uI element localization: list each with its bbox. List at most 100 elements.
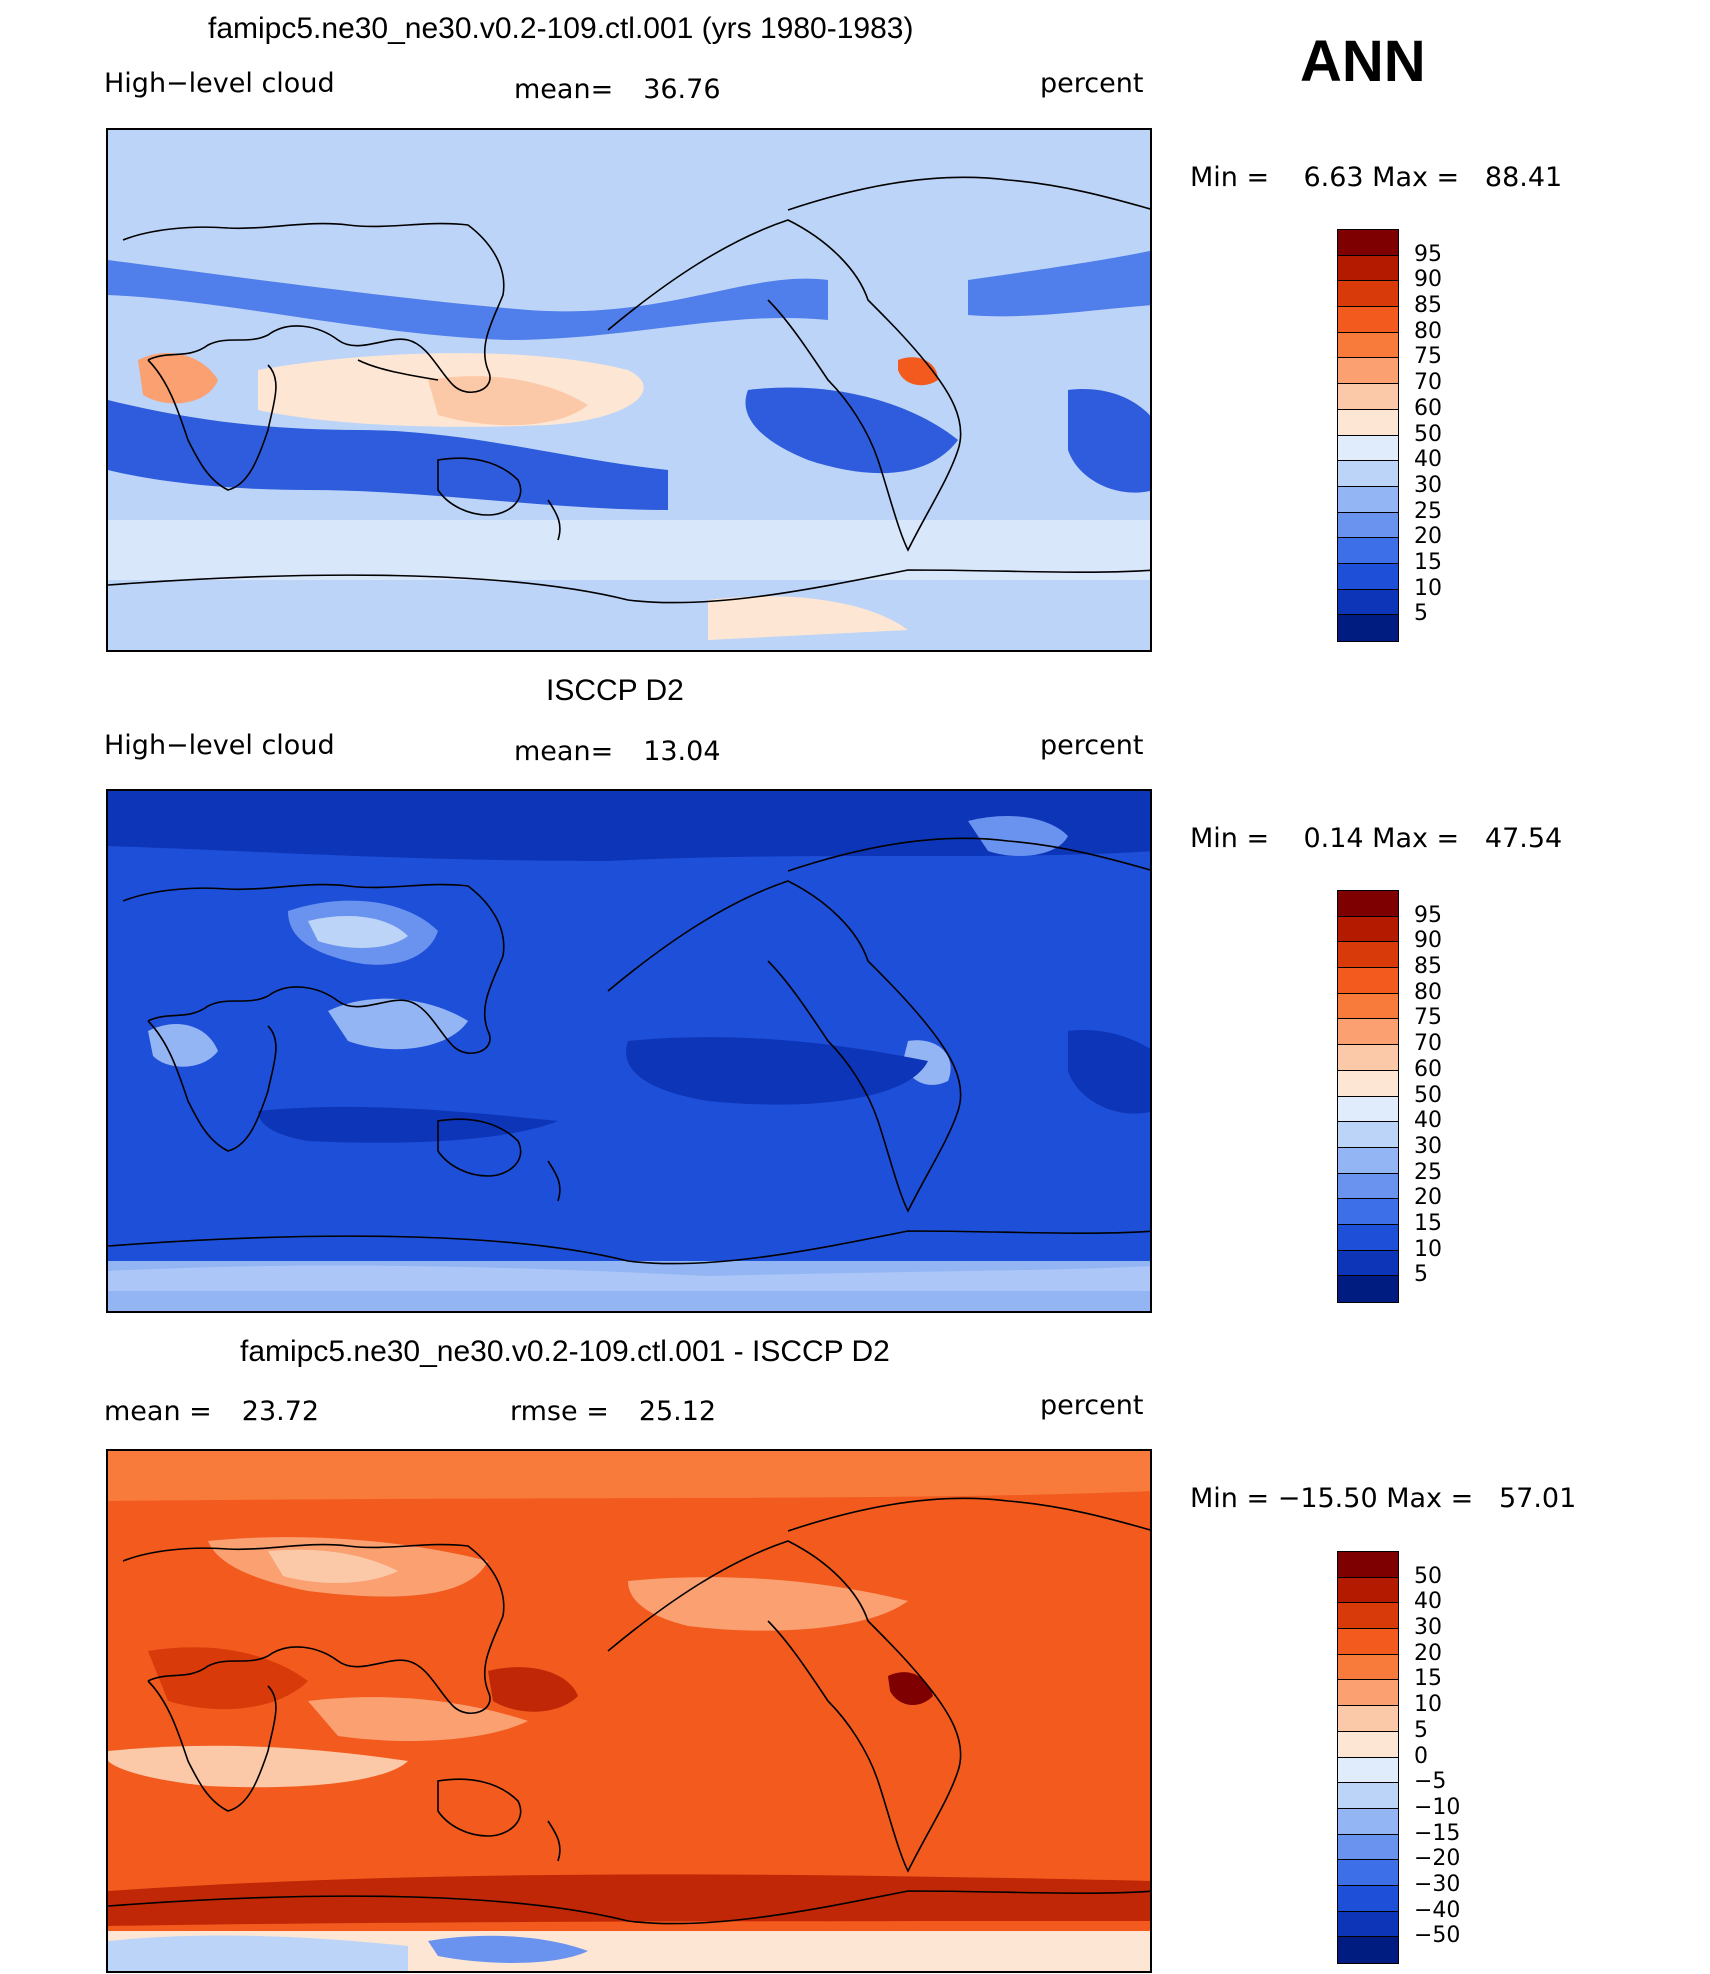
colorbar-segment <box>1338 1937 1398 1963</box>
colorbar-tick-label: 20 <box>1414 524 1442 550</box>
colorbar-segment <box>1338 332 1398 359</box>
colorbar-tick-label: 25 <box>1414 498 1442 524</box>
colorbar-tick-label: −40 <box>1414 1897 1461 1923</box>
colorbar-segment <box>1338 409 1398 436</box>
colorbar-tick-label: 60 <box>1414 395 1442 421</box>
colorbar-segment <box>1338 1629 1398 1655</box>
panel-3-rmse: rmse = 25.12 <box>510 1396 716 1427</box>
panel-2-map-svg <box>108 791 1150 1311</box>
colorbar-segment <box>1338 538 1398 564</box>
colorbar-tick-label: 15 <box>1414 1210 1442 1236</box>
panel-2-units: percent <box>1040 730 1144 761</box>
colorbar-segment <box>1338 1250 1398 1277</box>
colorbar-segment <box>1338 1096 1398 1123</box>
colorbar-tick-label: 40 <box>1414 447 1442 473</box>
colorbar-segment <box>1338 1070 1398 1097</box>
panel-1-minmax: Min = 6.63 Max = 88.41 <box>1190 162 1563 193</box>
panel-3-mean-value: 23.72 <box>241 1396 320 1427</box>
colorbar-tick-label: 85 <box>1414 293 1442 319</box>
colorbar-segment <box>1338 1173 1398 1200</box>
panel-3-colorbar <box>1337 1551 1399 1964</box>
panel-2-mean: mean= 13.04 <box>514 736 721 767</box>
colorbar-tick-label: −15 <box>1414 1820 1461 1846</box>
colorbar-segment <box>1338 1045 1398 1071</box>
colorbar-tick-label: −20 <box>1414 1846 1461 1872</box>
panel-3-rmse-label: rmse = <box>510 1396 609 1427</box>
colorbar-segment <box>1338 942 1398 969</box>
colorbar-segment <box>1338 968 1398 994</box>
colorbar-tick-label: 5 <box>1414 1262 1428 1288</box>
colorbar-tick-label: 10 <box>1414 1236 1442 1262</box>
panel-2-mean-label: mean= <box>514 736 614 767</box>
colorbar-tick-label: 75 <box>1414 1005 1442 1031</box>
colorbar-tick-label: 85 <box>1414 954 1442 980</box>
colorbar-segment <box>1338 1199 1398 1225</box>
colorbar-segment <box>1338 1731 1398 1758</box>
panel-3-mean-label: mean = <box>104 1396 212 1427</box>
colorbar-segment <box>1338 1603 1398 1630</box>
colorbar-segment <box>1338 461 1398 487</box>
colorbar-tick-label: 70 <box>1414 1031 1442 1057</box>
panel-2-minmax: Min = 0.14 Max = 47.54 <box>1190 823 1563 854</box>
colorbar-tick-label: 50 <box>1414 421 1442 447</box>
colorbar-tick-label: 90 <box>1414 928 1442 954</box>
panel-1-title: famipc5.ne30_ne30.v0.2-109.ctl.001 (yrs … <box>208 12 914 45</box>
colorbar-segment <box>1338 1019 1398 1046</box>
colorbar-segment <box>1338 1757 1398 1784</box>
colorbar-segment <box>1338 512 1398 539</box>
colorbar-tick-label: 25 <box>1414 1159 1442 1185</box>
colorbar-segment <box>1338 1860 1398 1886</box>
colorbar-segment <box>1338 1276 1398 1302</box>
colorbar-tick-label: 60 <box>1414 1056 1442 1082</box>
colorbar-tick-label: 50 <box>1414 1563 1442 1589</box>
colorbar-tick-label: 30 <box>1414 472 1442 498</box>
colorbar-tick-label: −5 <box>1414 1769 1447 1795</box>
colorbar-segment <box>1338 993 1398 1020</box>
colorbar-tick-label: 30 <box>1414 1615 1442 1641</box>
colorbar-tick-label: 50 <box>1414 1082 1442 1108</box>
panel-1-map <box>106 128 1152 652</box>
colorbar-segment <box>1338 486 1398 513</box>
panel-2-mean-value: 13.04 <box>643 736 721 767</box>
colorbar-tick-label: −10 <box>1414 1794 1461 1820</box>
colorbar-tick-label: 95 <box>1414 241 1442 267</box>
colorbar-segment <box>1338 230 1398 256</box>
colorbar-segment <box>1338 615 1398 641</box>
colorbar-tick-label: 5 <box>1414 601 1428 627</box>
panel-1-variable-label: High−level cloud <box>104 68 335 99</box>
colorbar-segment <box>1338 1808 1398 1835</box>
panel-1-colorbar <box>1337 229 1399 642</box>
colorbar-segment <box>1338 435 1398 462</box>
panel-3-minmax: Min = −15.50 Max = 57.01 <box>1190 1483 1577 1514</box>
colorbar-tick-label: 70 <box>1414 370 1442 396</box>
panel-3-units: percent <box>1040 1390 1144 1421</box>
colorbar-tick-label: 15 <box>1414 1666 1442 1692</box>
colorbar-segment <box>1338 255 1398 282</box>
colorbar-segment <box>1338 1706 1398 1732</box>
colorbar-segment <box>1338 1147 1398 1174</box>
colorbar-segment <box>1338 1834 1398 1861</box>
panel-2-map <box>106 789 1152 1313</box>
colorbar-tick-label: −50 <box>1414 1923 1461 1949</box>
panel-1-colorbar-ticks: 95 90 85 80 75 70 60 50 40 30 25 20 15 10 5 <box>1414 229 1494 640</box>
panel-3-rmse-value: 25.12 <box>638 1396 717 1427</box>
panel-2-title: ISCCP D2 <box>546 674 684 707</box>
colorbar-tick-label: 5 <box>1414 1717 1428 1743</box>
panel-1-mean: mean= 36.76 <box>514 74 721 105</box>
season-label: ANN <box>1300 29 1426 94</box>
colorbar-tick-label: 10 <box>1414 1692 1442 1718</box>
colorbar-segment <box>1338 1654 1398 1681</box>
panel-3-map <box>106 1449 1152 1973</box>
panel-3-title: famipc5.ne30_ne30.v0.2-109.ctl.001 - ISC… <box>240 1335 890 1368</box>
colorbar-segment <box>1338 1224 1398 1251</box>
colorbar-segment <box>1338 891 1398 917</box>
colorbar-tick-label: 90 <box>1414 267 1442 293</box>
panel-1-mean-value: 36.76 <box>643 74 721 105</box>
colorbar-segment <box>1338 281 1398 308</box>
panel-3-colorbar-ticks: 50 40 30 20 15 10 5 0 −5 −10 −15 −20 −30 −40 −50 <box>1414 1551 1494 1962</box>
colorbar-segment <box>1338 1911 1398 1938</box>
colorbar-tick-label: 20 <box>1414 1640 1442 1666</box>
colorbar-tick-label: 95 <box>1414 902 1442 928</box>
colorbar-segment <box>1338 1577 1398 1604</box>
colorbar-tick-label: 15 <box>1414 549 1442 575</box>
